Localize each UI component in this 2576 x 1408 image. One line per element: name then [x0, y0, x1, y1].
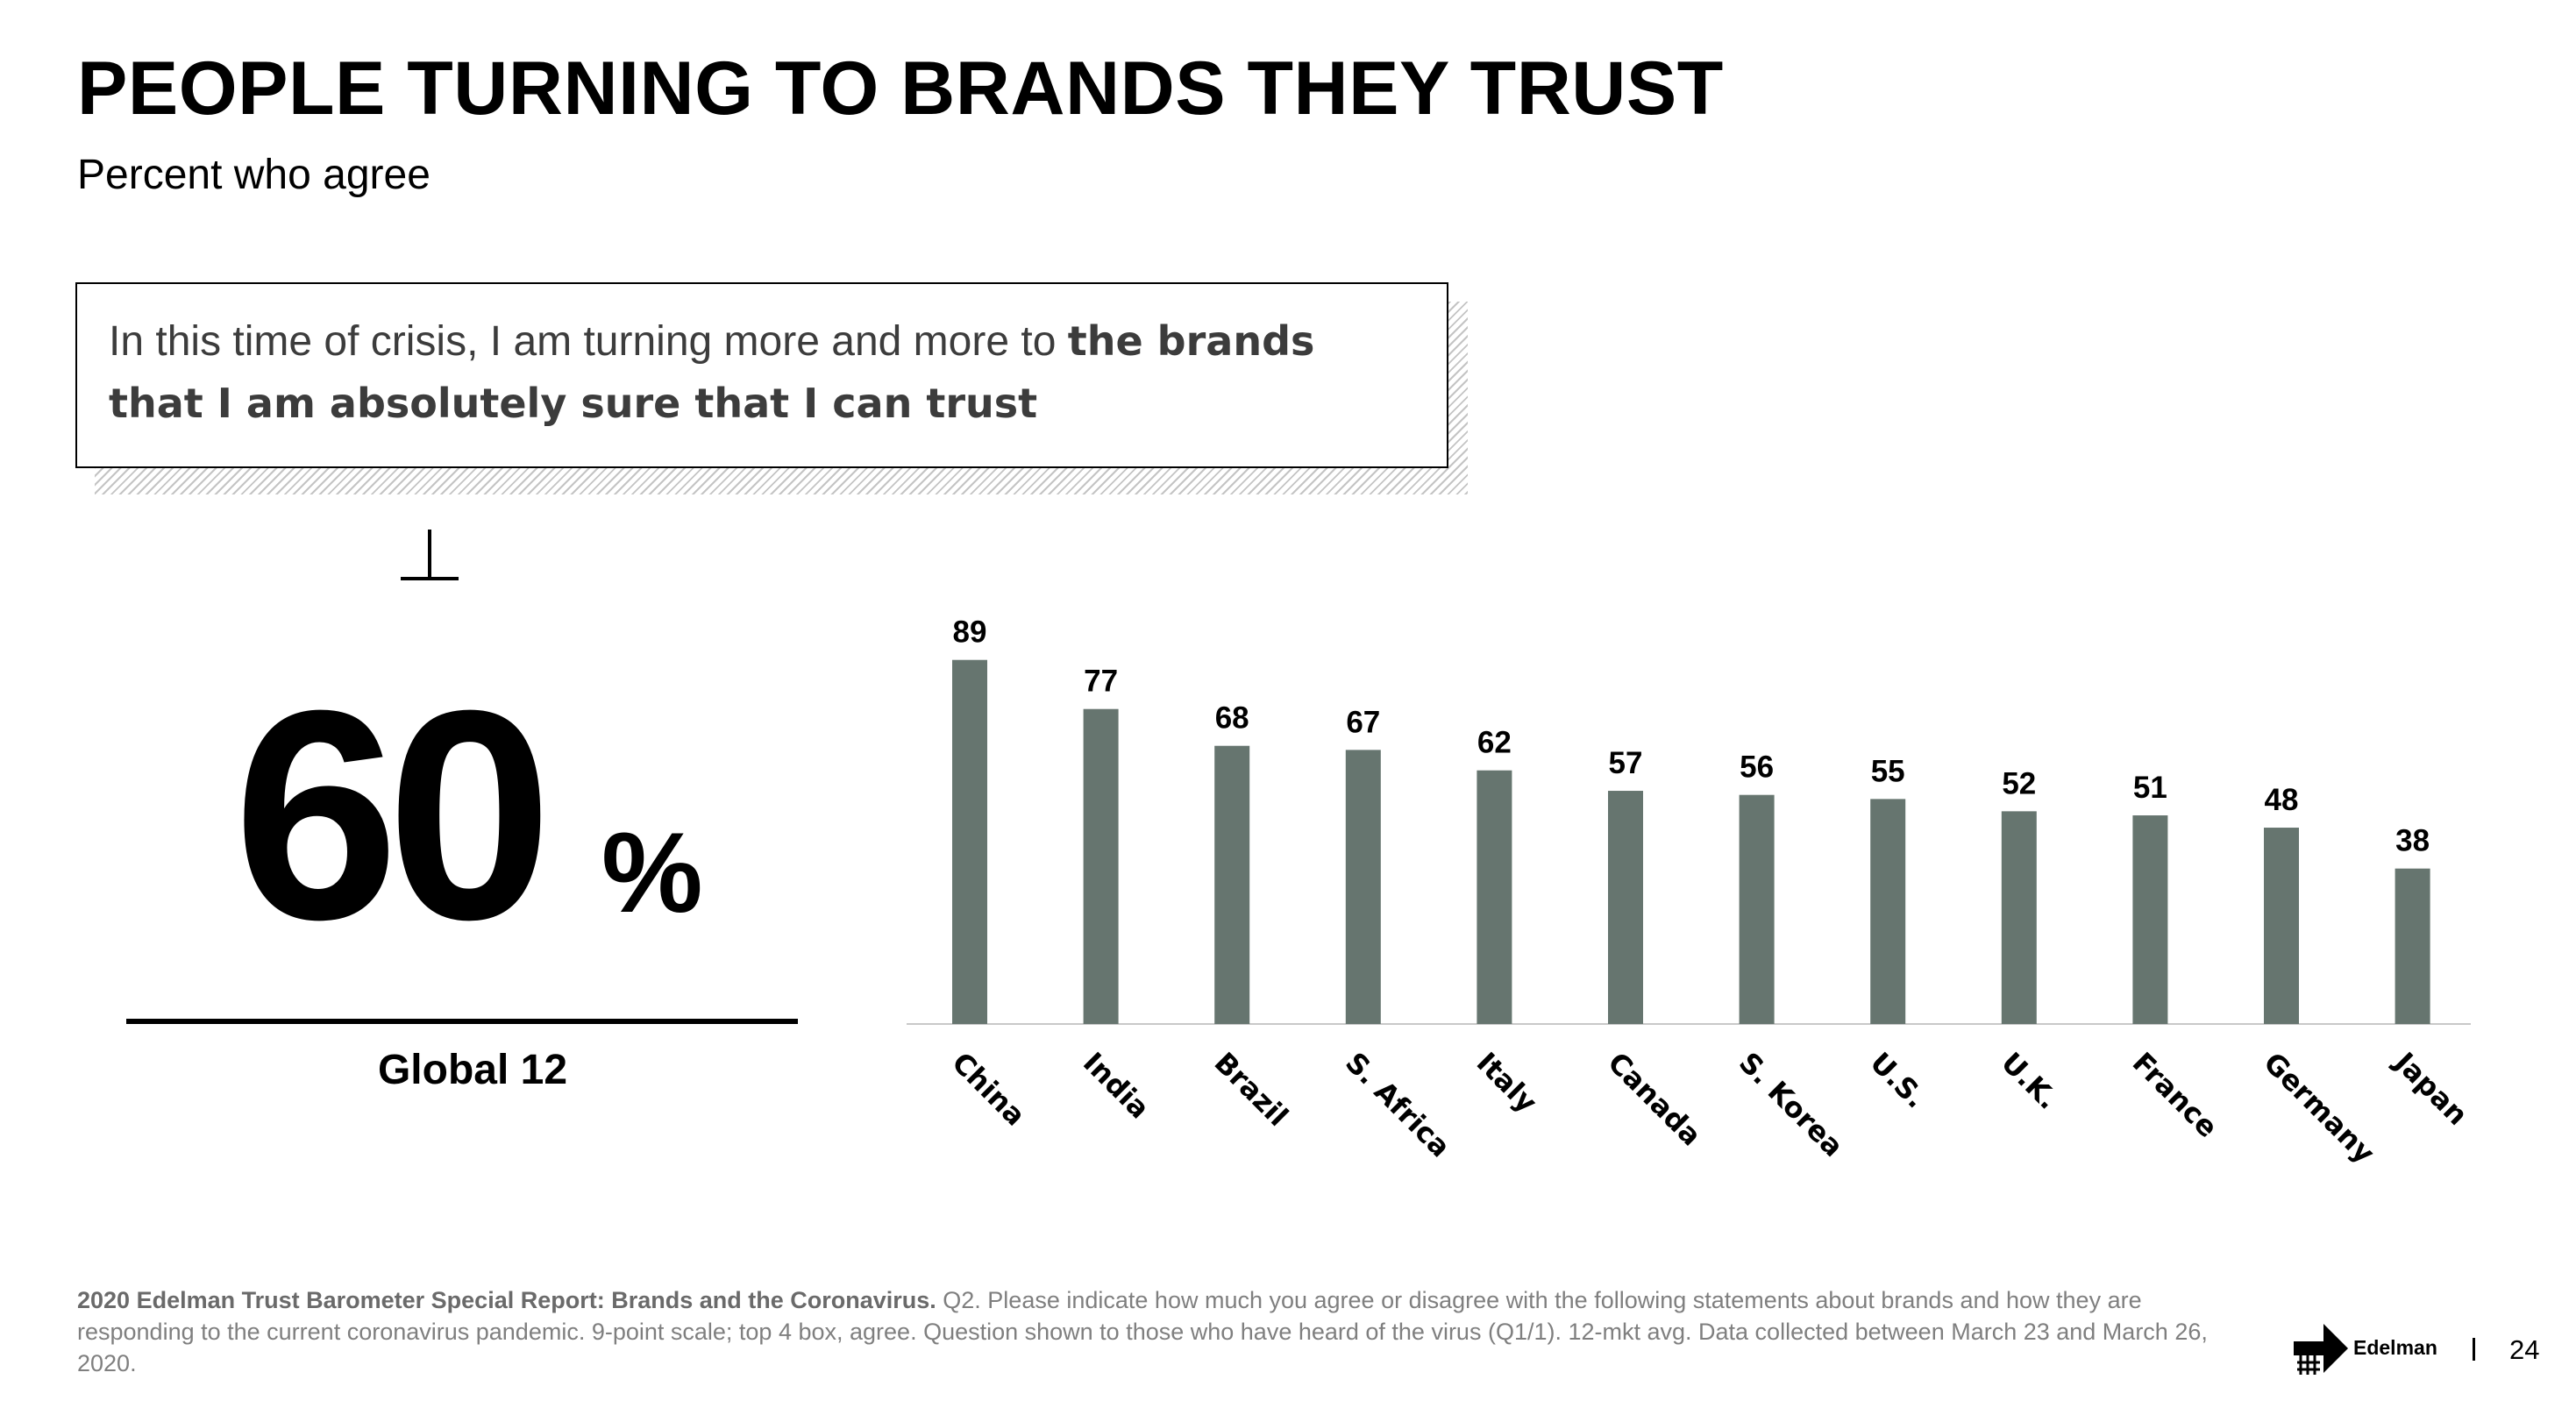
bar-france — [2132, 815, 2168, 1024]
category-label: U.K. — [1995, 1046, 2065, 1116]
bar-brazil — [1214, 745, 1250, 1024]
bar-germany — [2264, 828, 2299, 1024]
quote-text-bold: the brands that I am absolutely sure tha… — [109, 317, 1315, 427]
edelman-logo-wordmark: Edelman — [2353, 1336, 2437, 1359]
footnote: 2020 Edelman Trust Barometer Special Rep… — [77, 1284, 2217, 1379]
category-label: S. Africa — [1339, 1046, 1457, 1164]
category-label: S. Korea — [1733, 1046, 1850, 1163]
page-number: 24 — [2509, 1334, 2540, 1365]
global-value-number: 60 — [233, 649, 552, 982]
category-label: Germany — [2257, 1046, 2381, 1170]
bar-india — [1083, 708, 1119, 1024]
footer-separator — [2473, 1338, 2475, 1361]
category-label: Canada — [1601, 1046, 1708, 1153]
perpendicular-icon — [401, 530, 459, 580]
bar-s-africa — [1345, 750, 1381, 1024]
bar-s-korea — [1739, 794, 1775, 1024]
data-label: 51 — [2133, 771, 2167, 805]
global-divider — [126, 1019, 798, 1024]
page-title: PEOPLE TURNING TO BRANDS THEY TRUST — [77, 46, 1724, 131]
data-label: 62 — [1477, 726, 1512, 760]
data-label: 68 — [1215, 701, 1249, 736]
footnote-source: 2020 Edelman Trust Barometer Special Rep… — [77, 1287, 936, 1313]
category-label: Brazil — [1208, 1046, 1295, 1133]
bar-canada — [1608, 791, 1643, 1024]
bar-u-s — [1870, 799, 1906, 1024]
data-label: 89 — [953, 615, 987, 650]
category-label: China — [945, 1046, 1032, 1133]
data-label: 56 — [1740, 750, 1774, 785]
category-label: U.S. — [1864, 1046, 1933, 1115]
footnote-text: Q2. Please indicate how much you agree o… — [77, 1287, 2208, 1376]
bar-china — [952, 659, 987, 1024]
category-label: India — [1077, 1046, 1156, 1126]
edelman-logo: Edelman — [2294, 1320, 2438, 1376]
data-label: 48 — [2265, 783, 2299, 817]
global-value-unit: % — [601, 808, 703, 936]
bar-japan — [2395, 868, 2430, 1024]
bar-italy — [1477, 770, 1512, 1024]
data-label: 52 — [2002, 766, 2036, 800]
quote-text: In this time of crisis, I am turning mor… — [109, 310, 1417, 435]
data-label: 67 — [1346, 705, 1380, 739]
category-label: France — [2126, 1046, 2224, 1144]
page-subtitle: Percent who agree — [77, 152, 431, 198]
data-label: 38 — [2395, 824, 2430, 858]
data-label: 57 — [1609, 746, 1643, 780]
bar-u-k — [2001, 811, 2037, 1024]
category-label: Japan — [2387, 1044, 2475, 1132]
global-label: Global 12 — [377, 1047, 568, 1093]
data-label: 55 — [1871, 754, 1905, 788]
global-value: 60 % — [233, 666, 724, 964]
quote-box: In this time of crisis, I am turning mor… — [75, 282, 1448, 468]
quote-text-plain: In this time of crisis, I am turning mor… — [109, 318, 1068, 365]
data-label: 77 — [1084, 665, 1118, 699]
category-label: Italy — [1470, 1046, 1544, 1120]
edelman-logo-icon — [2294, 1324, 2348, 1375]
